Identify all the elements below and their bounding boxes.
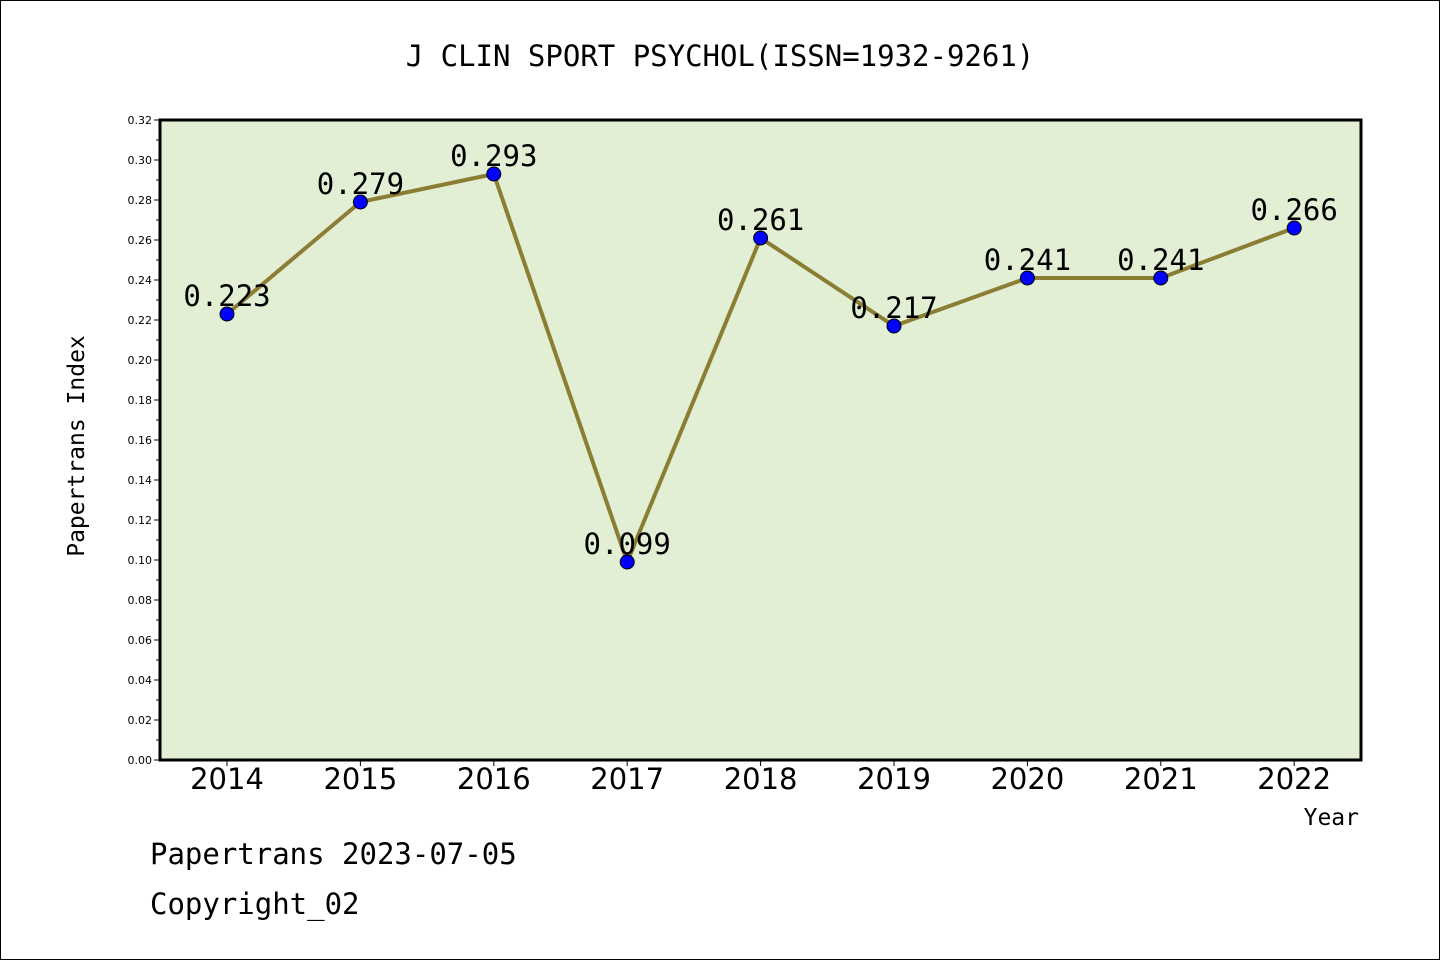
data-point [886, 318, 902, 334]
data-label: 0.293 [450, 139, 537, 173]
x-tick-label: 2015 [323, 762, 397, 796]
data-label: 0.266 [1251, 193, 1338, 227]
y-tick-label: 0.28 [128, 194, 153, 207]
footer-source: Papertrans 2023-07-05 [150, 837, 517, 871]
data-label: 0.261 [717, 203, 804, 237]
x-tick-label: 2016 [457, 762, 531, 796]
x-tick-label: 2021 [1124, 762, 1198, 796]
y-tick-label: 0.02 [128, 714, 153, 727]
y-tick-label: 0.10 [128, 554, 153, 567]
y-tick-label: 0.06 [128, 634, 153, 647]
data-point [1153, 270, 1169, 286]
y-tick-label: 0.04 [128, 674, 153, 687]
y-tick-label: 0.12 [128, 514, 153, 527]
x-tick-label: 2022 [1257, 762, 1331, 796]
chart-title: J CLIN SPORT PSYCHOL(ISSN=1932-9261) [406, 39, 1035, 73]
data-label: 0.241 [1117, 243, 1204, 277]
data-point [486, 166, 502, 182]
data-point [753, 230, 769, 246]
y-tick-label: 0.30 [128, 154, 153, 167]
y-tick-label: 0.20 [128, 354, 153, 367]
x-tick-label: 2019 [857, 762, 931, 796]
x-axis-title: Year [1304, 805, 1359, 831]
data-point [219, 306, 235, 322]
x-tick-label: 2014 [190, 762, 264, 796]
data-markers [219, 166, 1302, 570]
data-point [619, 554, 635, 570]
x-axis: 2014 2015 2016 2017 2018 2019 2020 2021 2022 [190, 760, 1331, 796]
data-point [352, 194, 368, 210]
data-labels: 0.223 0.279 0.293 0.099 0.261 0.217 0.241 0.241… [183, 139, 1338, 561]
y-axis: 0.00 0.02 0.04 0.06 0.08 0.10 0.12 0.14 0.16 0.18… [128, 114, 160, 767]
x-tick-label: 2017 [590, 762, 664, 796]
x-tick-label: 2020 [990, 762, 1064, 796]
y-tick-label: 0.00 [128, 754, 153, 767]
x-tick-label: 2018 [724, 762, 798, 796]
data-label: 0.241 [984, 243, 1071, 277]
plot-area [158, 118, 1363, 762]
y-tick-label: 0.32 [128, 114, 153, 127]
y-tick-label: 0.18 [128, 394, 153, 407]
data-label: 0.099 [584, 527, 671, 561]
y-tick-label: 0.26 [128, 234, 153, 247]
data-point [1286, 220, 1302, 236]
data-point [1019, 270, 1035, 286]
y-tick-label: 0.14 [128, 474, 153, 487]
data-label: 0.279 [317, 167, 404, 201]
footer-copyright: Copyright_02 [150, 887, 360, 922]
y-axis-title: Papertrans Index [64, 335, 90, 557]
data-label: 0.223 [183, 279, 270, 313]
data-label: 0.217 [850, 291, 937, 325]
y-tick-label: 0.16 [128, 434, 153, 447]
y-tick-label: 0.08 [128, 594, 153, 607]
y-tick-label: 0.24 [128, 274, 153, 287]
y-tick-label: 0.22 [128, 314, 153, 327]
